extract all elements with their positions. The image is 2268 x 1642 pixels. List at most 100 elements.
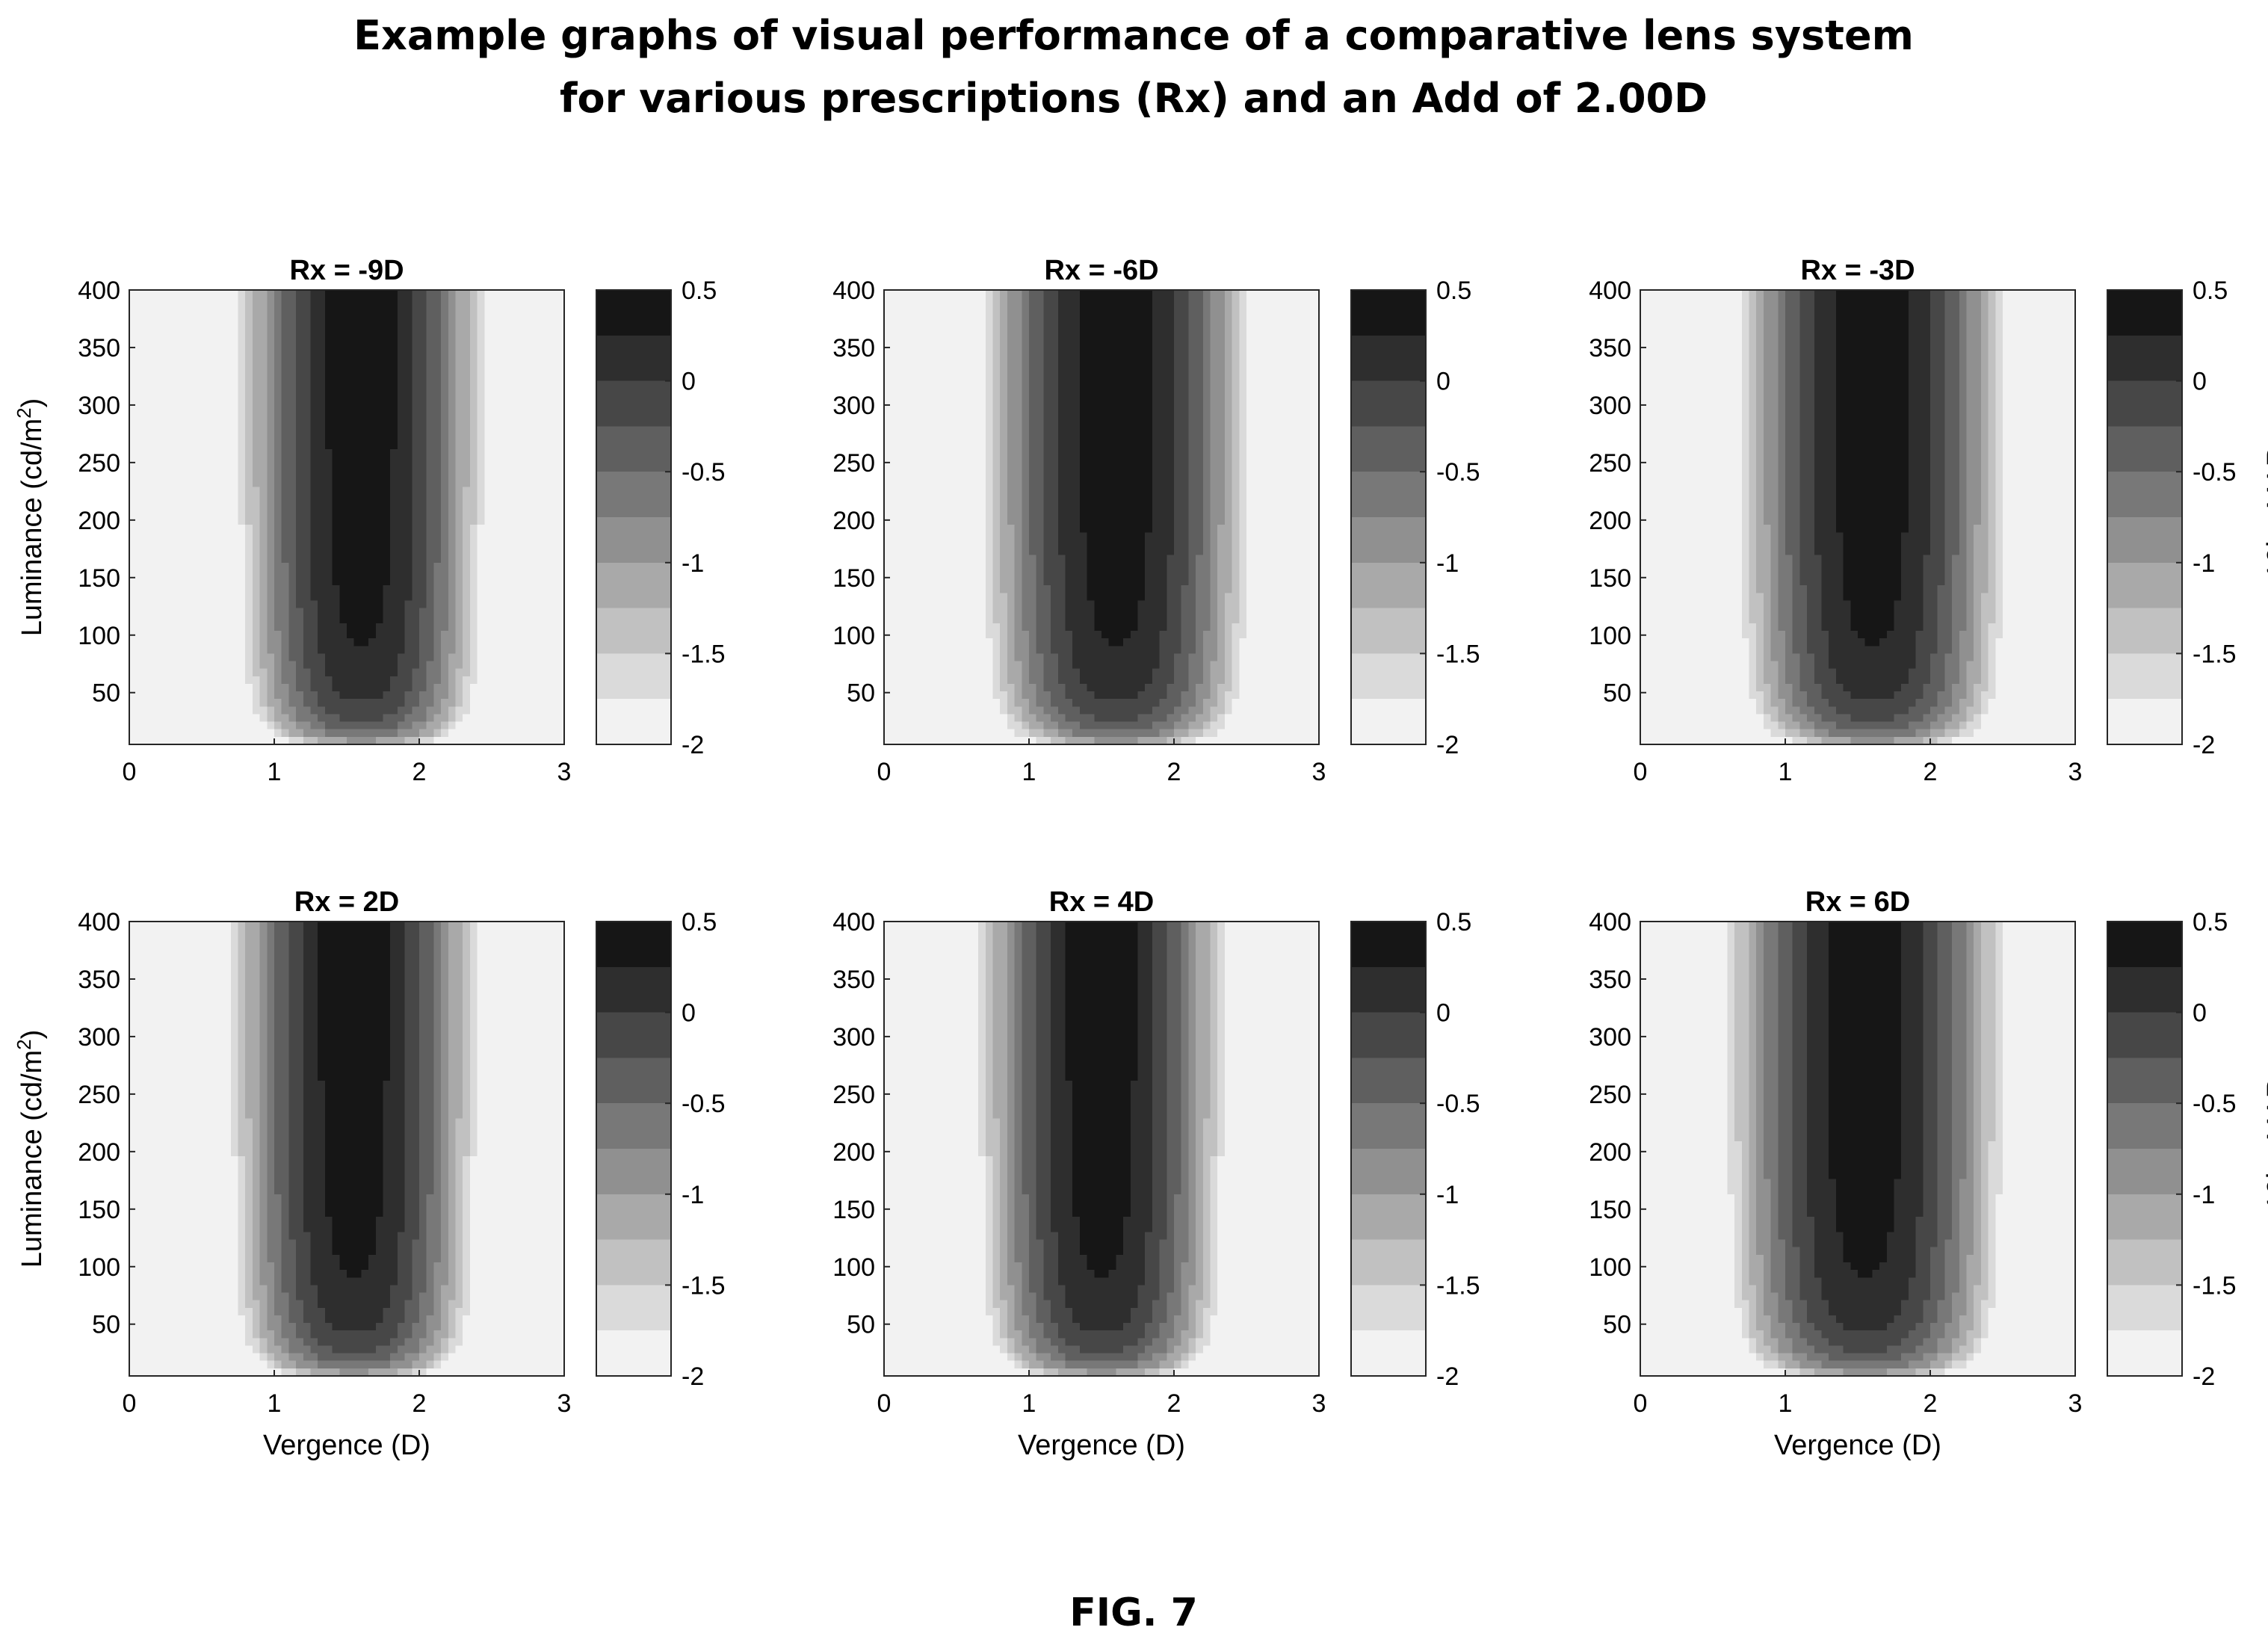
heatmap-cell — [288, 668, 297, 677]
heatmap-cell — [129, 404, 137, 412]
heatmap-cell — [506, 721, 514, 730]
heatmap-cell — [230, 593, 239, 602]
heatmap-cell — [441, 494, 449, 503]
heatmap-cell — [963, 290, 971, 298]
heatmap-cell — [1123, 433, 1131, 442]
heatmap-cell — [1239, 335, 1247, 344]
heatmap-cell — [375, 290, 384, 298]
heatmap-cell — [194, 638, 203, 646]
heatmap-cell — [187, 312, 195, 321]
heatmap-cell — [549, 456, 557, 465]
heatmap-cell — [143, 342, 152, 351]
heatmap-cell — [1094, 358, 1102, 366]
heatmap-cell — [506, 653, 514, 662]
heatmap-cell — [238, 615, 246, 624]
heatmap-cell — [978, 290, 986, 298]
heatmap-cell — [549, 623, 557, 632]
heatmap-cell — [463, 380, 471, 389]
heatmap-cell — [173, 464, 181, 472]
heatmap-cell — [520, 464, 529, 472]
heatmap-cell — [898, 433, 906, 442]
heatmap-cell — [390, 646, 398, 654]
heatmap-cell — [912, 373, 921, 382]
heatmap-cell — [324, 494, 333, 503]
heatmap-cell — [1232, 441, 1240, 450]
heatmap-cell — [165, 562, 173, 571]
heatmap-cell — [506, 676, 514, 685]
heatmap-cell — [1282, 320, 1291, 329]
heatmap-cell — [513, 456, 522, 465]
heatmap-cell — [1268, 395, 1276, 404]
heatmap-cell — [1196, 365, 1204, 374]
heatmap-cell — [1210, 433, 1218, 442]
heatmap-cell — [498, 638, 507, 646]
heatmap-cell — [143, 388, 152, 397]
heatmap-cell — [1167, 327, 1175, 336]
heatmap-cell — [1000, 456, 1008, 465]
heatmap-cell — [368, 729, 377, 738]
heatmap-cell — [971, 411, 979, 419]
heatmap-cell — [448, 517, 457, 525]
heatmap-cell — [368, 433, 377, 442]
heatmap-cell — [238, 441, 246, 450]
heatmap-cell — [318, 555, 326, 564]
heatmap-cell — [1210, 411, 1218, 419]
heatmap-cell — [259, 441, 268, 450]
heatmap-cell — [1167, 342, 1175, 351]
heatmap-cell — [216, 638, 224, 646]
heatmap-cell — [245, 578, 253, 586]
heatmap-cell — [151, 509, 159, 518]
heatmap-cell — [441, 411, 449, 419]
heatmap-cell — [557, 661, 565, 670]
heatmap-cell — [1290, 305, 1298, 313]
heatmap-cell — [542, 623, 551, 632]
heatmap-cell — [426, 631, 434, 639]
heatmap-cell — [339, 585, 347, 593]
heatmap-cell — [238, 380, 246, 389]
heatmap-cell — [310, 342, 318, 351]
heatmap-cell — [927, 388, 936, 397]
heatmap-cell — [375, 312, 384, 321]
heatmap-cell — [208, 646, 217, 654]
heatmap-cell — [179, 615, 188, 624]
heatmap-cell — [1072, 327, 1081, 336]
heatmap-cell — [361, 540, 369, 549]
heatmap-cell — [194, 448, 203, 457]
heatmap-cell — [202, 691, 210, 700]
heatmap-cell — [426, 653, 434, 662]
panel-1: Rx = -9D0 1 2 3400350300250200150100500.50-… — [13, 255, 726, 786]
heatmap-cell — [339, 676, 347, 685]
heatmap-cell — [353, 638, 362, 646]
heatmap-cell — [1130, 312, 1139, 321]
heatmap-cell — [238, 699, 246, 707]
heatmap-cell — [1116, 320, 1124, 329]
heatmap-cell — [1087, 411, 1095, 419]
heatmap-cell — [194, 342, 203, 351]
heatmap-cell — [267, 487, 275, 496]
heatmap-cell — [397, 638, 406, 646]
heatmap-cell — [347, 479, 355, 488]
heatmap-cell — [158, 464, 167, 472]
heatmap-cell — [129, 312, 137, 321]
heatmap-cell — [194, 555, 203, 564]
heatmap-cell — [274, 646, 282, 654]
heatmap-cell — [383, 373, 391, 382]
heatmap-cell — [404, 365, 412, 374]
heatmap-cell — [1224, 365, 1233, 374]
heatmap-cell — [1137, 433, 1146, 442]
heatmap-cell — [223, 494, 232, 503]
heatmap-cell — [143, 570, 152, 578]
heatmap-cell — [441, 699, 449, 707]
heatmap-cell — [173, 342, 181, 351]
heatmap-cell — [390, 494, 398, 503]
heatmap-cell — [179, 562, 188, 571]
heatmap-cell — [1196, 441, 1204, 450]
heatmap-cell — [136, 472, 144, 480]
heatmap-cell — [339, 365, 347, 374]
heatmap-cell — [942, 419, 950, 427]
heatmap-cell — [455, 290, 463, 298]
heatmap-cell — [252, 320, 261, 329]
heatmap-cell — [448, 683, 457, 692]
heatmap-cell — [368, 661, 377, 670]
heatmap-cell — [143, 456, 152, 465]
